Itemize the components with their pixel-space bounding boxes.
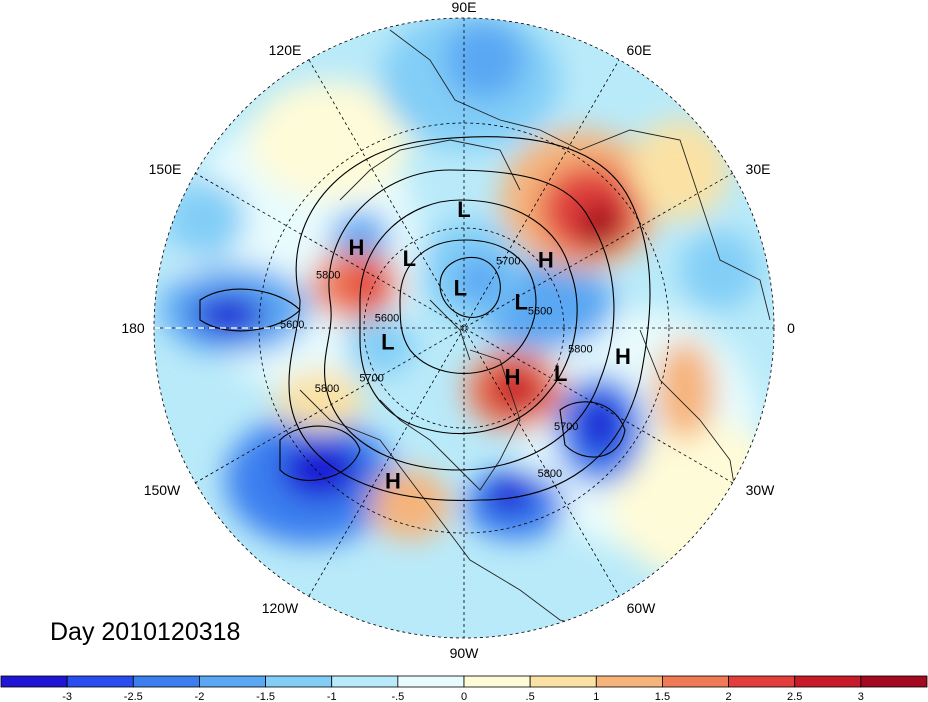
low-center-0: L (457, 197, 470, 222)
colorbar-swatch-10 (662, 675, 729, 688)
colorbar-tick-label: -3 (62, 691, 72, 702)
lon-label-90w: 90W (450, 645, 480, 661)
lon-label-0: 0 (787, 320, 795, 336)
lon-label-120e: 120E (269, 42, 302, 58)
colorbar-tick-label: -1.5 (256, 691, 275, 702)
colorbar-tick-label: -1 (327, 691, 337, 702)
colorbar-tick-label: 3 (858, 691, 864, 702)
low-center-2: L (403, 246, 416, 271)
anomaly-shading (154, 18, 774, 638)
lon-label-60e: 60E (627, 42, 652, 58)
colorbar-swatch-1 (66, 675, 134, 688)
colorbar-swatch-7 (463, 675, 531, 688)
lon-label-30e: 30E (746, 161, 771, 177)
colorbar-swatch-0 (0, 675, 68, 688)
colorbar-tick-label: 1.5 (655, 691, 670, 702)
colorbar-swatch-3 (199, 675, 266, 688)
lon-label-30w: 30W (746, 482, 776, 498)
low-center-6: L (381, 329, 394, 354)
contour-label-8: 5700 (554, 421, 578, 433)
contour-label-0: 5800 (316, 270, 340, 282)
low-center-8: L (554, 361, 567, 386)
colorbar-tick-label: -2 (195, 691, 205, 702)
high-center-10: H (385, 469, 401, 494)
map-boundary (153, 17, 775, 639)
height-contours (199, 136, 651, 502)
colorbar-tick-label: 1 (593, 691, 599, 702)
lon-label-150w: 150W (144, 482, 181, 498)
colorbar-tick-label: 2.5 (787, 691, 802, 702)
colorbar-swatch-6 (397, 675, 465, 688)
contour-label-2: 5600 (375, 312, 399, 324)
contour-label-9: 5800 (538, 468, 562, 480)
colorbar-swatch-5 (331, 675, 399, 688)
high-center-7: H (505, 365, 521, 390)
colorbar-swatch-12 (794, 675, 862, 688)
contour-label-5: 5700 (496, 256, 520, 268)
colorbar-tick-label: 0 (461, 691, 467, 702)
contour-label-1: 5600 (280, 319, 304, 331)
colorbar-swatch-9 (595, 675, 663, 688)
lon-label-90e: 90E (452, 0, 477, 15)
high-center-9: H (615, 344, 631, 369)
colorbar: -3 -2.5 -2 -1.5 -1 -.5 0 .5 1 1.5 2 2.5 3 (0, 675, 928, 702)
contour-label-4: 5800 (315, 383, 339, 395)
lon-label-150e: 150E (149, 161, 182, 177)
high-center-3: H (348, 235, 364, 260)
contour-labels: 5800 5600 5600 5700 5800 5700 5600 5800 5700 5800 (280, 256, 593, 480)
colorbar-swatch-11 (728, 675, 796, 688)
contour-label-6: 5600 (528, 306, 552, 318)
lon-label-60w: 60W (627, 600, 657, 616)
polar-stereographic-map: 90E 60E 30E 0 30W 60W 90W 120W 150W 180 … (121, 0, 795, 661)
colorbar-swatch-4 (265, 675, 333, 688)
day-label: Day 2010120318 (50, 618, 241, 646)
lon-label-180: 180 (121, 320, 145, 336)
colorbar-tick-label: -2.5 (124, 691, 143, 702)
low-center-5: L (514, 289, 527, 314)
high-center-1: H (538, 247, 554, 272)
coastlines (299, 29, 771, 631)
colorbar-tick-label: -.5 (391, 691, 404, 702)
contour-label-7: 5800 (568, 344, 592, 356)
lon-label-120w: 120W (262, 600, 299, 616)
low-center-4: L (454, 275, 467, 300)
colorbar-swatch-13 (860, 675, 928, 688)
colorbar-swatch-2 (132, 675, 200, 688)
colorbar-swatch-8 (529, 675, 597, 688)
contour-label-3: 5700 (359, 372, 383, 384)
colorbar-tick-label: .5 (526, 691, 535, 702)
colorbar-tick-label: 2 (726, 691, 732, 702)
